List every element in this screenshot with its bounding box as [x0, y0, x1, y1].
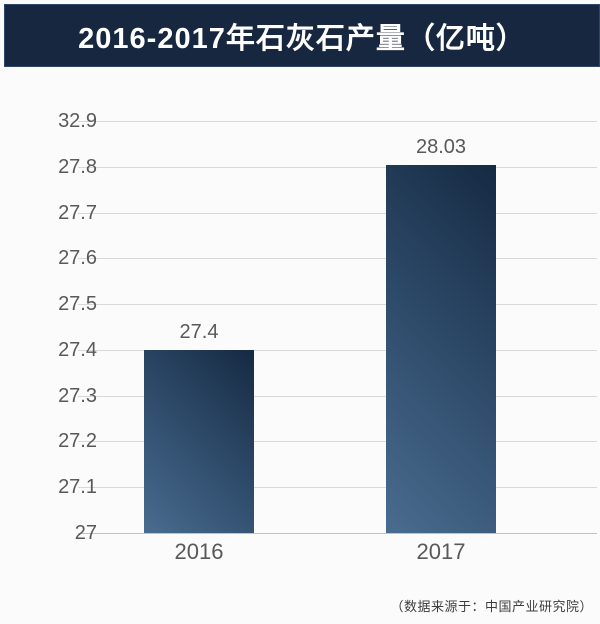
y-tick-label: 27: [74, 522, 97, 544]
y-tick-label: 27.4: [58, 339, 97, 361]
gridline: [78, 396, 597, 397]
gridline: [78, 258, 597, 259]
y-tick-label: 27.3: [58, 385, 97, 407]
y-tick-label: 27.6: [58, 247, 97, 269]
gridline: [78, 441, 597, 442]
gridline: [78, 213, 597, 214]
bar-value-label: 27.4: [179, 321, 219, 343]
bar-value-label: 28.03: [415, 136, 467, 158]
gridline: [78, 121, 597, 122]
y-tick-label: 32.9: [58, 110, 97, 132]
data-source-note: （数据来源于：中国产业研究院）: [390, 599, 593, 614]
gridline: [78, 487, 597, 488]
bar-2016: [144, 350, 254, 533]
bar-2017: [386, 165, 496, 533]
chart-title: 2016-2017年石灰石产量（亿吨）: [78, 22, 526, 55]
gridline: [78, 167, 597, 168]
gridline: [78, 304, 597, 305]
x-axis-line: [78, 533, 597, 534]
y-tick-label: 27.2: [58, 430, 97, 452]
gridline: [78, 350, 597, 351]
y-tick-label: 27.7: [58, 202, 97, 224]
y-tick-label: 27.5: [58, 293, 97, 315]
y-tick-label: 27.8: [58, 156, 97, 178]
x-tick-label: 2017: [416, 539, 466, 564]
chart-title-banner: 2016-2017年石灰石产量（亿吨）: [4, 4, 600, 67]
x-tick-label: 2016: [174, 539, 224, 564]
y-tick-label: 27.1: [58, 476, 97, 498]
